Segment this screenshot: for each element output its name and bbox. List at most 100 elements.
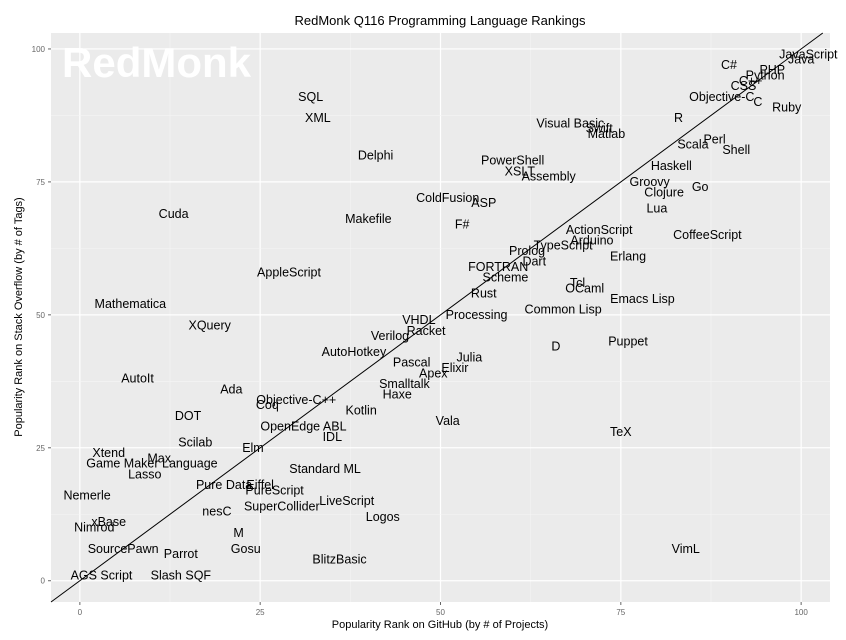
- point-label: Swift: [586, 122, 614, 136]
- point-label: Visual Basic: [536, 116, 604, 130]
- point-label: VHDL: [402, 313, 435, 327]
- point-label: LiveScript: [319, 494, 374, 508]
- point-label: Apex: [419, 366, 448, 380]
- point-label: ASP: [471, 196, 496, 210]
- point-label: Nemerle: [63, 489, 110, 503]
- chart-title: RedMonk Q116 Programming Language Rankin…: [295, 13, 586, 28]
- redmonk-watermark: RedMonk: [62, 39, 252, 86]
- point-label: Arduino: [570, 233, 613, 247]
- point-label: ColdFusion: [416, 191, 479, 205]
- x-tick-label: 0: [78, 608, 83, 617]
- point-label: XML: [305, 111, 331, 125]
- reference-line: [50, 32, 824, 603]
- point-label: Slash SQF: [151, 568, 212, 582]
- point-label: TeX: [610, 425, 632, 439]
- point-label: M: [233, 526, 243, 540]
- point-label: OCaml: [565, 281, 604, 295]
- point-label: Processing: [446, 308, 508, 322]
- y-tick-label: 75: [36, 178, 45, 187]
- point-label: SuperCollider: [244, 499, 320, 513]
- point-label: Lasso: [128, 467, 161, 481]
- point-label: Haxe: [383, 388, 412, 402]
- point-label: nesC: [202, 505, 231, 519]
- point-label: Ruby: [772, 100, 802, 114]
- point-label: Game Maker Language: [86, 457, 217, 471]
- reference-line-group: [50, 32, 824, 603]
- point-label: Vala: [436, 414, 460, 428]
- point-label: Dart: [522, 255, 546, 269]
- point-label: Delphi: [358, 148, 393, 162]
- point-label: Ada: [220, 382, 242, 396]
- point-label: F#: [455, 217, 470, 231]
- point-label: AppleScript: [257, 265, 321, 279]
- point-label: SourcePawn: [88, 542, 159, 556]
- point-label: Go: [692, 180, 709, 194]
- point-label: Logos: [366, 510, 400, 524]
- y-tick-label: 25: [36, 444, 45, 453]
- point-label: Parrot: [164, 547, 199, 561]
- point-label: AutoIt: [121, 372, 154, 386]
- point-label: Perl: [703, 132, 725, 146]
- point-label: AutoHotkey: [322, 345, 387, 359]
- point-label: Lua: [646, 201, 667, 215]
- point-label: C++: [739, 74, 763, 88]
- point-label: Eiffel: [246, 478, 274, 492]
- point-label: Rust: [471, 287, 497, 301]
- y-tick-label: 50: [36, 311, 45, 320]
- point-label: PowerShell: [481, 154, 544, 168]
- point-label: PureScript: [245, 483, 304, 497]
- point-label: BlitzBasic: [312, 552, 366, 566]
- point-label: Emacs Lisp: [610, 292, 675, 306]
- point-label: Python: [746, 69, 785, 83]
- point-label: Clojure: [644, 186, 684, 200]
- point-label: C#: [721, 58, 737, 72]
- point-label: Assembly: [522, 170, 577, 184]
- x-axis-ticks: 0 25 50 75 100: [78, 602, 808, 617]
- point-label: D: [551, 340, 560, 354]
- point-label: Groovy: [630, 175, 671, 189]
- point-label: Coq: [256, 398, 279, 412]
- point-label: Scilab: [178, 435, 212, 449]
- point-label: Elixir: [441, 361, 468, 375]
- point-label: Elm: [242, 441, 264, 455]
- point-label: Objective-C++: [256, 393, 336, 407]
- point-label: FORTRAN: [468, 260, 528, 274]
- point-label: TypeScript: [534, 239, 594, 253]
- point-label: Matlab: [588, 127, 626, 141]
- point-label: C: [753, 95, 762, 109]
- point-label: Tcl: [570, 276, 585, 290]
- point-label: Verilog: [371, 329, 409, 343]
- y-axis-label: Popularity Rank on Stack Overflow (by # …: [13, 197, 25, 436]
- point-label: Nimrod: [74, 521, 114, 535]
- point-label: Cuda: [159, 207, 189, 221]
- point-label: Max: [147, 451, 171, 465]
- point-label: Scheme: [482, 271, 528, 285]
- point-label: Erlang: [610, 249, 646, 263]
- point-label: PHP: [759, 63, 785, 77]
- x-tick-label: 50: [436, 608, 445, 617]
- point-label: XQuery: [188, 318, 231, 332]
- point-label: Common Lisp: [525, 303, 602, 317]
- point-label: Mathematica: [95, 297, 167, 311]
- point-label: IDL: [323, 430, 343, 444]
- point-label: Pascal: [393, 356, 431, 370]
- point-label: ActionScript: [566, 223, 633, 237]
- point-label: Prolog: [509, 244, 545, 258]
- x-tick-label: 25: [256, 608, 265, 617]
- point-label: xBase: [91, 515, 126, 529]
- point-label: SQL: [298, 90, 323, 104]
- point-label: Xtend: [92, 446, 125, 460]
- x-axis-label: Popularity Rank on GitHub (by # of Proje…: [332, 619, 548, 631]
- point-label: VimL: [672, 542, 700, 556]
- point-label: CSS: [731, 79, 757, 93]
- point-label: Java: [788, 53, 814, 67]
- data-labels: JavaScriptJavaPHPPythonC#C++CSSObjective…: [63, 47, 838, 582]
- point-label: Julia: [456, 350, 482, 364]
- point-label: XSLT: [505, 164, 536, 178]
- point-label: Kotlin: [346, 404, 377, 418]
- point-label: Gosu: [231, 542, 261, 556]
- point-label: Standard ML: [289, 462, 361, 476]
- point-label: R: [674, 111, 683, 125]
- y-axis-ticks: 0 25 50 75 100: [32, 45, 51, 586]
